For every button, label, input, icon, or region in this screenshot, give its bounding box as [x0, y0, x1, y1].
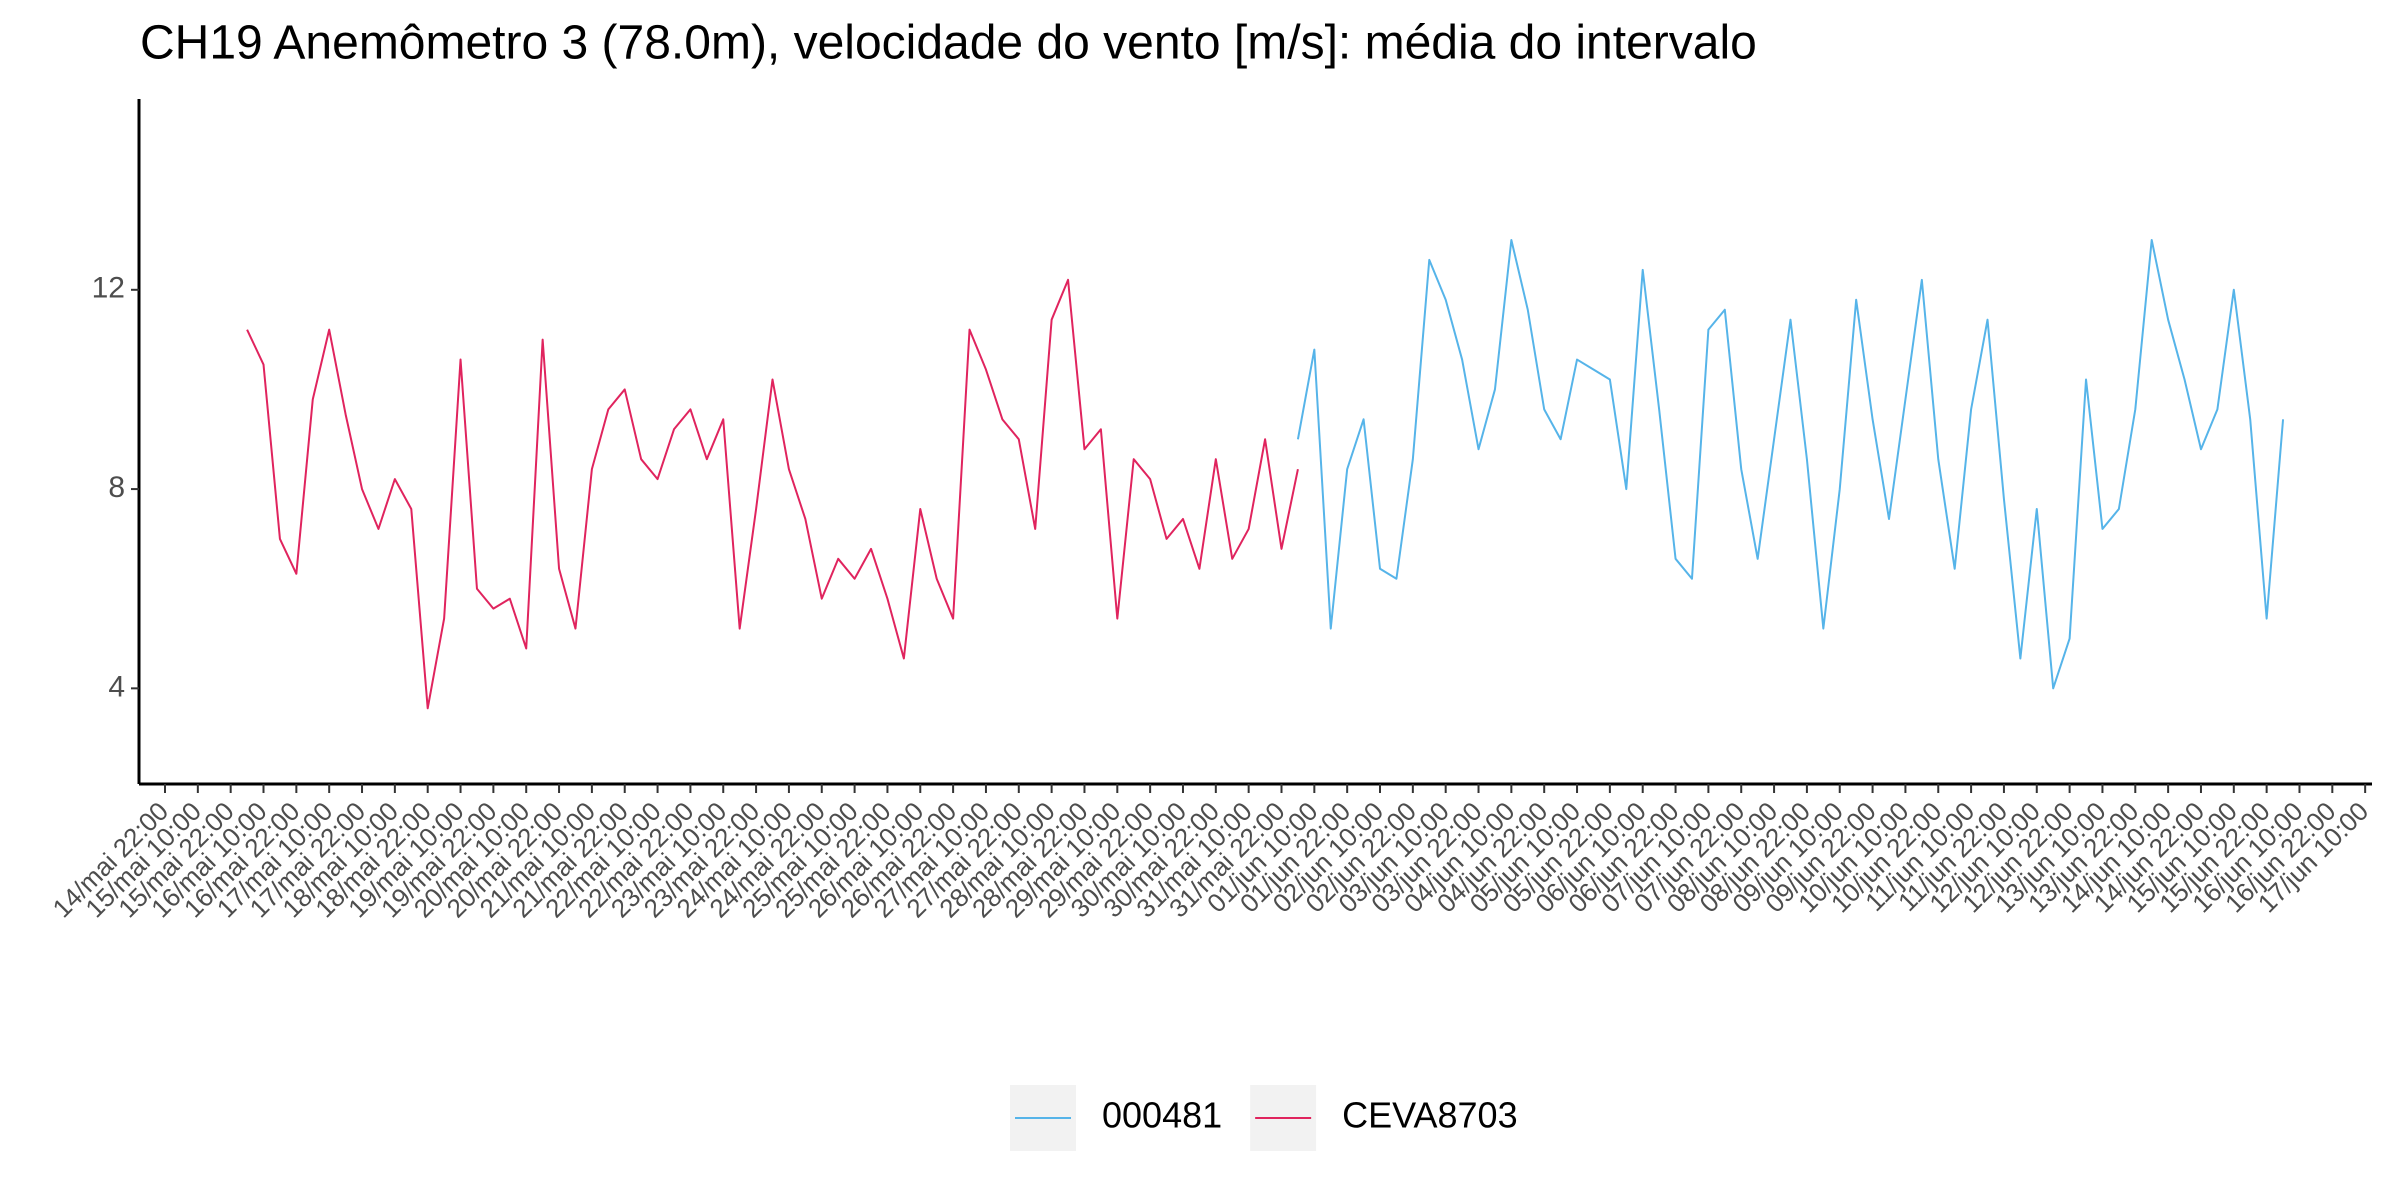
legend-label: CEVA8703 [1342, 1095, 1517, 1136]
series-line [1296, 238, 2285, 690]
y-tick-label: 8 [108, 471, 125, 504]
y-tick-label: 4 [108, 670, 125, 703]
legend-label: 000481 [1102, 1095, 1222, 1136]
series-line [246, 278, 1299, 710]
chart-title: CH19 Anemômetro 3 (78.0m), velocidade do… [140, 17, 1757, 70]
legend: 000481 CEVA8703 [1010, 1085, 1518, 1151]
y-tick-label: 12 [92, 272, 125, 305]
